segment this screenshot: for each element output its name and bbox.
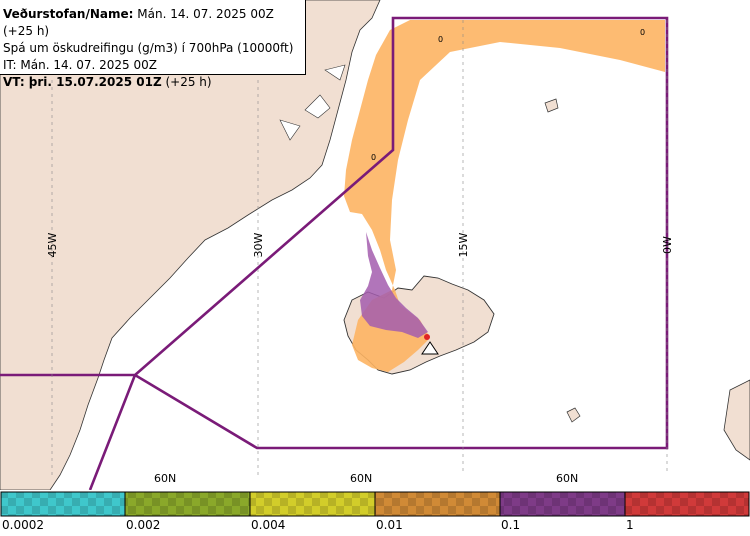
legend-swatch-5-pattern xyxy=(500,492,625,516)
legend-threshold-2: 0.002 xyxy=(126,518,161,532)
legend-threshold-3: 0.004 xyxy=(251,518,286,532)
ash-plume-high xyxy=(360,232,428,338)
legend-bar xyxy=(0,491,750,517)
legend-swatch-2-pattern xyxy=(125,492,250,516)
legend-threshold-6: 1 xyxy=(626,518,634,532)
info-line-name: Veðurstofan/Name: Mán. 14. 07. 2025 00Z … xyxy=(3,6,305,40)
norway-coast xyxy=(723,379,750,461)
info-line-name-value: Mán. 14. 07. 2025 00Z (+25 h) xyxy=(3,7,274,38)
contour-label-2: 0 xyxy=(640,28,645,37)
info-line-name-label: Veðurstofan/Name: xyxy=(3,7,134,21)
ash-forecast-map: 45W 30W 15W 0W 60N 60N 60N 0 0 0 xyxy=(0,0,750,490)
lon-label-45w: 45W xyxy=(46,232,59,257)
volcano-marker xyxy=(421,334,439,355)
legend-swatch-6-pattern xyxy=(625,492,749,516)
lon-label-30w: 30W xyxy=(252,232,265,257)
fjord-details xyxy=(279,64,346,141)
contour-label-1: 0 xyxy=(438,35,443,44)
faroe-islands xyxy=(566,407,581,423)
ash-plume-low xyxy=(344,20,665,372)
info-line-valid-time-offset: (+25 h) xyxy=(161,75,212,89)
lat-label-1: 60N xyxy=(154,472,176,485)
legend-swatch-4-pattern xyxy=(375,492,500,516)
info-line-valid-time: VT: þri. 15.07.2025 01Z (+25 h) xyxy=(3,74,305,91)
graticule xyxy=(51,20,668,475)
color-legend xyxy=(0,490,750,532)
info-line-product: Spá um öskudreifingu (g/m3) í 700hPa (10… xyxy=(3,41,294,55)
lat-label-3: 60N xyxy=(556,472,578,485)
lon-label-15w: 15W xyxy=(457,232,470,257)
legend-swatch-1-pattern xyxy=(1,492,125,516)
lat-label-2: 60N xyxy=(350,472,372,485)
jan-mayen xyxy=(544,98,559,113)
legend-threshold-5: 0.1 xyxy=(501,518,521,532)
info-line-issue-time: IT: Mán. 14. 07. 2025 00Z xyxy=(3,58,157,72)
legend-threshold-4: 0.01 xyxy=(376,518,403,532)
legend-threshold-1: 0.0002 xyxy=(2,518,44,532)
lon-label-0w: 0W xyxy=(661,236,674,254)
contour-label-3: 0 xyxy=(371,153,376,162)
info-line-valid-time-label: VT: þri. 15.07.2025 01Z xyxy=(3,75,162,89)
fir-boundary xyxy=(0,16,669,490)
forecast-info-box: Veðurstofan/Name: Mán. 14. 07. 2025 00Z … xyxy=(0,0,306,89)
legend-swatch-3-pattern xyxy=(250,492,375,516)
